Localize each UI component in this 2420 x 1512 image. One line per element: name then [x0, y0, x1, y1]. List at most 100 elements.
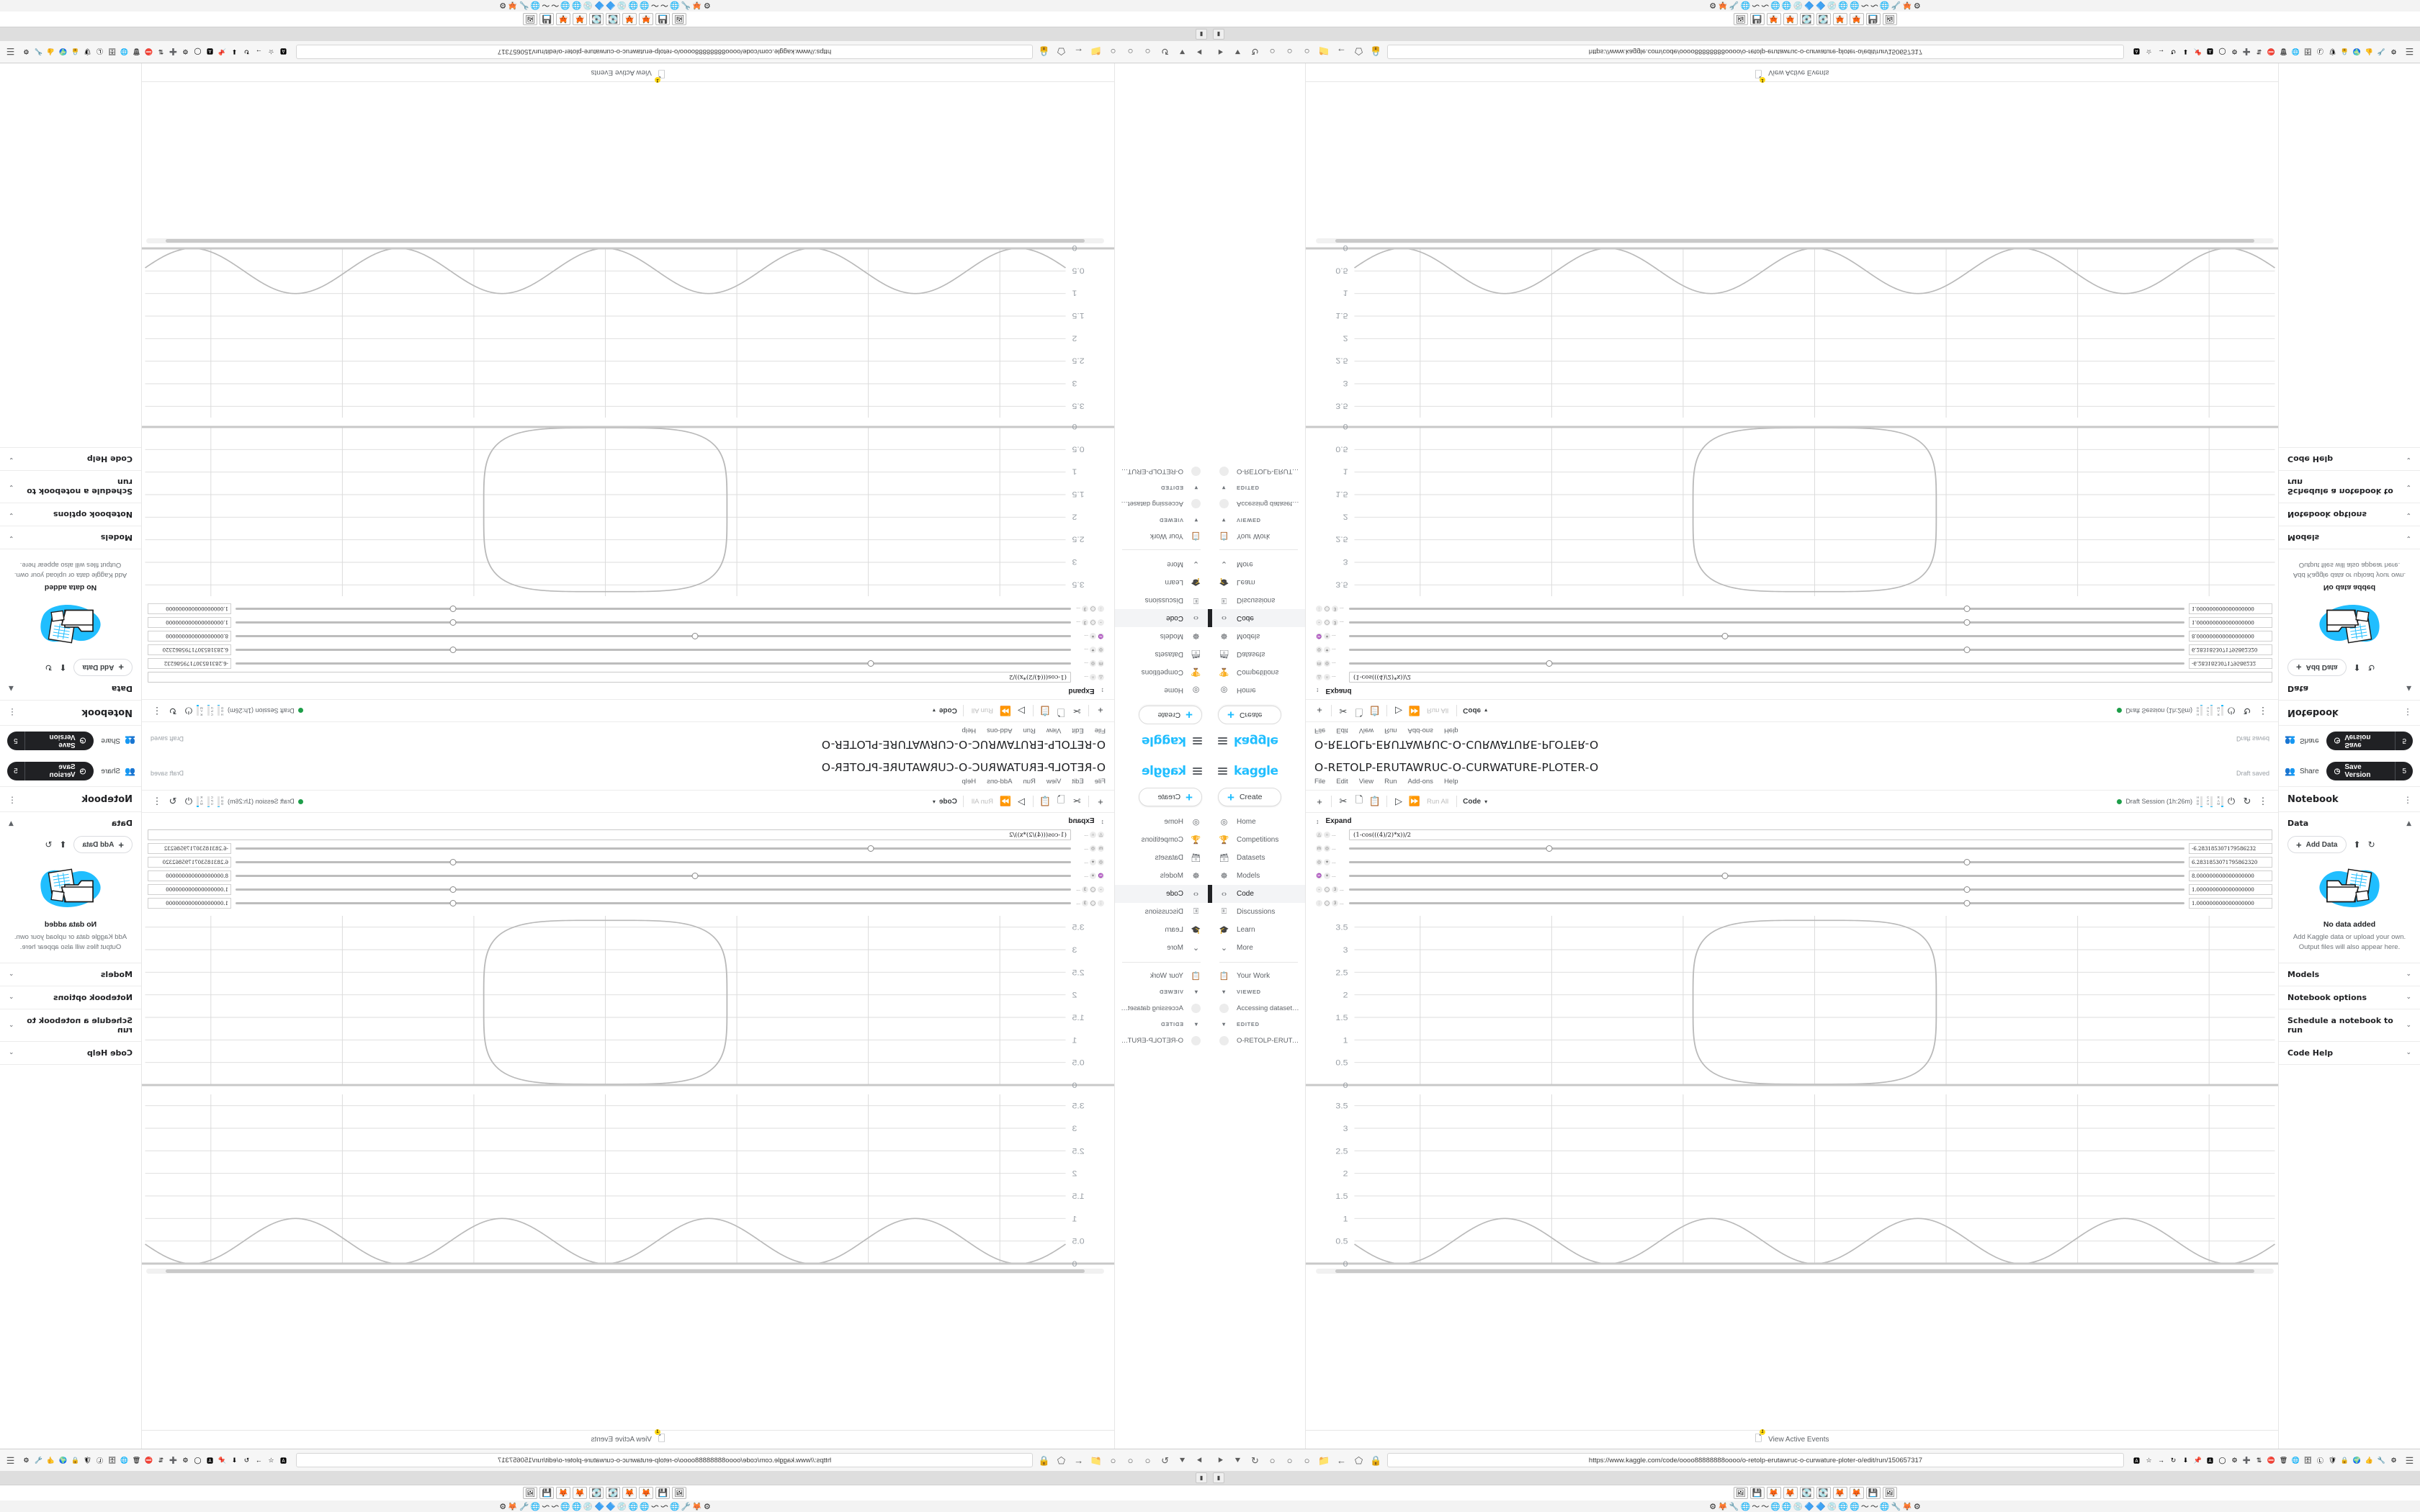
output-horizontal-scrollbar[interactable] [1316, 238, 2274, 243]
download-icon[interactable]: ⬇ [2182, 48, 2189, 56]
gear-icon[interactable]: ⚙ [499, 1502, 507, 1511]
upload-icon[interactable]: ⬆ [2353, 840, 2361, 850]
sidebar-item-models[interactable]: ☸ Models [1115, 627, 1210, 645]
save-version-button[interactable]: ◷ Save Version 5 [7, 732, 94, 750]
hamburger-icon[interactable]: ☰ [2405, 46, 2414, 58]
tab-terminal[interactable]: ▮ [1196, 1472, 1207, 1483]
hamburger-icon[interactable] [1193, 737, 1202, 744]
folder-icon[interactable]: 📁 [1318, 46, 1330, 58]
menu-run[interactable]: Run [1023, 726, 1036, 734]
slider-4[interactable] [1349, 884, 2184, 895]
globe-icon[interactable]: 🌐 [640, 1, 650, 10]
firefox-icon[interactable]: 🦊 [1766, 13, 1781, 25]
copy-icon[interactable]: 🗋 [1057, 794, 1065, 805]
plus-icon[interactable]: ➕ [2242, 1456, 2251, 1464]
gear-icon[interactable]: ⚙ [2231, 1456, 2238, 1464]
menu-edit[interactable]: Edit [1336, 726, 1348, 734]
firefox-icon[interactable]: 🦊 [1718, 1, 1728, 10]
menu-run[interactable]: Run [1384, 726, 1397, 734]
privacy-icon[interactable]: 🔒 [71, 1456, 80, 1464]
wave-icon[interactable]: 〜 [1761, 1503, 1770, 1511]
panel-section-header[interactable]: Models ⌄ [0, 526, 141, 549]
trash-icon[interactable]: 🗑 [2279, 1456, 2288, 1464]
kaggle-logo[interactable]: kaggle [1142, 764, 1186, 778]
slider-thumb[interactable] [1546, 845, 1553, 852]
sidebar-item-home[interactable]: ◎ Home [1115, 813, 1210, 831]
gear-icon[interactable]: ⚙ [703, 1, 711, 10]
output-horizontal-scrollbar[interactable] [146, 1269, 1104, 1274]
globe-icon[interactable]: 🌐 [2291, 48, 2300, 56]
work-item[interactable]: Accessing datasets wi… [1210, 495, 1305, 513]
active-events-bar[interactable]: 🗋 1 View Active Events [142, 1429, 1114, 1449]
disc-icon[interactable]: 💿 [583, 1, 593, 10]
globe-icon[interactable]: 🌐 [1770, 1502, 1780, 1511]
menu-file[interactable]: File [1314, 726, 1326, 734]
globe2-icon[interactable]: 🌍 [58, 1456, 68, 1464]
reload-icon[interactable]: ↻ [1251, 46, 1259, 58]
add-data-button[interactable]: + Add Data [2287, 659, 2347, 676]
work-section-header[interactable]: ▾ EDITED [1115, 480, 1210, 495]
reload-icon[interactable]: ↻ [243, 1456, 250, 1464]
sidebar-item-your-work[interactable]: 📋 Your Work [1210, 967, 1305, 984]
shield-icon[interactable]: 🛡 [2328, 48, 2337, 56]
run-all-button[interactable]: Run All [971, 706, 993, 715]
sidebar-item-code[interactable]: ‹› Code [1210, 885, 1305, 903]
kebab-icon[interactable]: ⋮ [152, 796, 162, 806]
slider-1[interactable] [236, 843, 1071, 854]
share-button[interactable]: 👥 Share [2285, 766, 2319, 776]
upload-icon[interactable]: ⬆ [59, 840, 67, 850]
slider-value-input[interactable]: 8.000000000000000000 [148, 631, 231, 642]
panel-section-header[interactable]: Notebook options ⌄ [0, 503, 141, 526]
lock-icon[interactable]: 🔒 [1038, 46, 1050, 58]
floppy-ra-icon[interactable]: 💾 [655, 1487, 671, 1499]
globe-icon[interactable]: 🌐 [120, 48, 129, 56]
tab-terminal[interactable]: ▮ [1196, 29, 1207, 40]
lock-icon[interactable]: 🔒 [1370, 46, 1382, 58]
plus-icon[interactable]: + [1317, 705, 1322, 716]
kaggle-logo[interactable]: kaggle [1234, 764, 1278, 778]
menu-view[interactable]: View [1046, 778, 1062, 786]
wave-icon[interactable]: 〜 [542, 1, 550, 9]
sidebar-item-discussions[interactable]: 🗉 Discussions [1115, 903, 1210, 921]
forward-icon[interactable]: → [2158, 1457, 2164, 1464]
slider-value-input[interactable]: 1.000000000000000000 [2189, 603, 2272, 614]
back-icon[interactable]: ← [1337, 46, 1346, 58]
run-icon[interactable]: ▷ [1395, 706, 1402, 716]
menu-add-ons[interactable]: Add-ons [987, 726, 1013, 734]
updown-icon[interactable]: ⇅ [158, 1456, 164, 1464]
floppy-64-icon[interactable]: 💾 [1865, 13, 1881, 25]
work-item[interactable]: Accessing datasets wi… [1115, 495, 1210, 513]
column-icon[interactable]: 🗄 [107, 48, 117, 56]
lo-icon[interactable]: Ⓛ [97, 48, 104, 55]
firefox-icon[interactable]: 🦊 [1766, 1487, 1781, 1499]
floppy-ra-icon[interactable]: 💾 [1749, 13, 1765, 25]
fast-forward-icon[interactable]: ⏩ [999, 706, 1012, 716]
adblock-icon[interactable]: 🅰 [207, 48, 214, 55]
globe2-icon[interactable]: 🌍 [2352, 1456, 2362, 1464]
restart-icon[interactable]: ↻ [2243, 706, 2251, 716]
wave-icon[interactable]: 〜 [1860, 1, 1869, 9]
wrench-icon[interactable]: 🔧 [1891, 1502, 1901, 1511]
run-icon[interactable]: ▷ [1018, 706, 1025, 716]
adblock-icon[interactable]: 🅰 [2206, 48, 2213, 55]
menu-edit[interactable]: Edit [1336, 778, 1348, 786]
slider-2[interactable] [1349, 644, 2184, 655]
slider-value-input[interactable]: -6.283185307179586232 [2189, 658, 2272, 669]
slider-1[interactable] [1349, 658, 2184, 669]
save-version-count[interactable]: 5 [2395, 762, 2413, 780]
panel-section-schedule-a-notebook-to-run[interactable]: Schedule a notebook to run ⌄ [2279, 470, 2420, 503]
firefox-icon[interactable]: 🦊 [1849, 1487, 1864, 1499]
sidebar-item-competitions[interactable]: 🏆 Competitions [1210, 663, 1305, 681]
cut-icon[interactable]: ✂ [1072, 796, 1081, 806]
menu-help[interactable]: Help [962, 726, 977, 734]
image-viewer-icon[interactable]: 🖼 [672, 13, 687, 25]
back-icon[interactable]: ← [1074, 46, 1083, 58]
globe-icon[interactable]: 🌐 [1850, 1502, 1860, 1511]
globe-icon[interactable]: 🌐 [530, 1, 541, 10]
menu-file[interactable]: File [1094, 726, 1106, 734]
reload-icon[interactable]: ↻ [1161, 1454, 1169, 1466]
plus-icon[interactable]: + [1317, 796, 1322, 807]
adblock-icon[interactable]: 🅰 [207, 1457, 214, 1464]
reload-icon[interactable]: ↻ [2170, 1456, 2177, 1464]
globe-icon[interactable]: 🌐 [1838, 1, 1849, 10]
